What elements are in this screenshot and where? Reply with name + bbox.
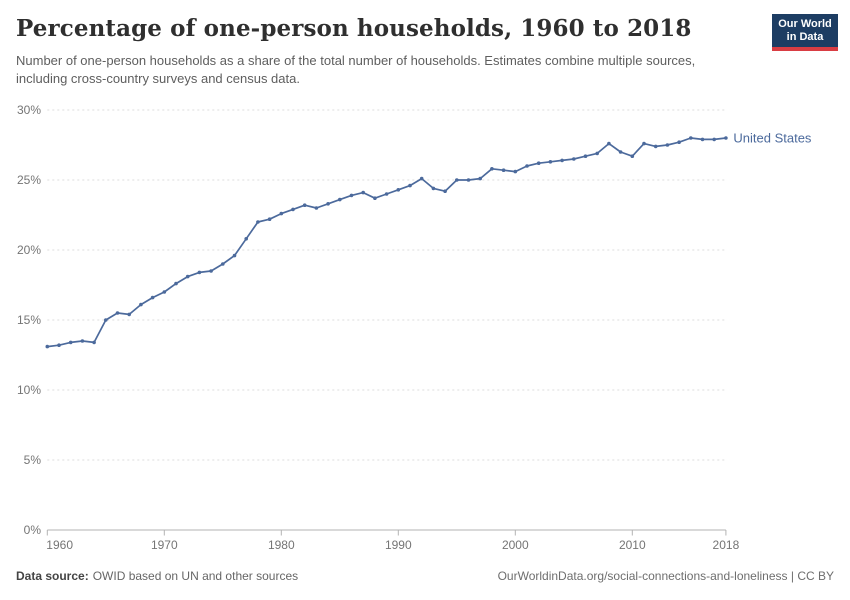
owid-logo-line1: Our World [778, 18, 832, 30]
data-point [139, 302, 143, 307]
data-point [630, 154, 635, 158]
data-point [665, 143, 670, 147]
owid-logo-box: Our World in Data [772, 14, 838, 47]
x-tick-label: 1970 [151, 538, 178, 552]
data-point [361, 190, 366, 195]
y-tick-label: 20% [17, 243, 41, 257]
data-source-note: Data source: OWID based on UN and other s… [16, 569, 298, 583]
data-point [115, 311, 120, 315]
data-point [642, 141, 646, 146]
data-point [384, 192, 389, 196]
data-source-text: OWID based on UN and other sources [92, 569, 299, 583]
footer-separator: | [787, 569, 798, 583]
data-point [583, 154, 588, 158]
data-point [443, 189, 447, 193]
data-source-label: Data source: [16, 569, 89, 583]
data-point [174, 281, 178, 286]
chart-subtitle: Number of one-person households as a sha… [16, 53, 696, 86]
series-line-united-states [46, 137, 727, 348]
y-tick-label: 25% [17, 173, 41, 187]
x-tick-label: 1960 [46, 538, 73, 552]
data-point [431, 186, 436, 191]
data-point [127, 312, 131, 317]
data-point [45, 344, 50, 349]
owid-url-link[interactable]: OurWorldinData.org/social-connections-an… [497, 569, 788, 583]
line-chart-canvas: 0% 5% 10% 15% 20% 25% 30% 1960 1970 1980 1990 2000 2… [17, 103, 812, 552]
data-point [279, 211, 284, 216]
data-point [712, 137, 716, 142]
data-point [68, 340, 73, 345]
data-point [490, 167, 494, 171]
data-point [162, 290, 167, 294]
x-tick-label: 2000 [502, 538, 529, 552]
data-point [291, 207, 295, 212]
data-point [689, 136, 693, 140]
data-point [595, 151, 599, 156]
x-tick-label: 2018 [713, 538, 740, 552]
data-point [326, 202, 330, 206]
data-point [653, 144, 658, 149]
series-label-united-states: United States [733, 131, 812, 146]
data-point [560, 158, 564, 163]
data-point [150, 295, 155, 300]
data-point [302, 203, 307, 207]
data-point [572, 157, 576, 161]
data-point [349, 193, 354, 198]
page-title: Percentage of one-person households, 196… [16, 15, 692, 42]
y-tick-label: 30% [17, 103, 41, 117]
x-tick-label: 1990 [385, 538, 412, 552]
data-point [314, 206, 319, 210]
data-point [396, 188, 401, 192]
data-point [104, 318, 108, 322]
logo-accent-bar [772, 47, 838, 51]
data-point [338, 197, 342, 202]
data-point [478, 176, 483, 181]
data-point [700, 137, 705, 142]
data-point [256, 220, 260, 224]
data-point [408, 183, 412, 188]
data-point [501, 168, 506, 172]
data-point [244, 237, 248, 241]
data-point [80, 339, 85, 343]
data-point [607, 141, 611, 146]
data-point [525, 164, 529, 168]
data-point [221, 262, 225, 266]
data-point [618, 150, 623, 154]
data-point [232, 253, 237, 258]
y-tick-label: 5% [24, 453, 42, 467]
y-tick-label: 15% [17, 313, 41, 327]
x-tick-label: 2010 [619, 538, 646, 552]
data-point [373, 196, 377, 200]
data-point [724, 136, 728, 140]
data-point [548, 160, 553, 164]
data-point [536, 161, 541, 165]
data-point [419, 176, 424, 181]
x-tick-label: 1980 [268, 538, 295, 552]
y-tick-label: 0% [24, 523, 42, 537]
data-point [267, 217, 272, 221]
data-point [677, 140, 681, 144]
owid-logo-line2: in Data [786, 31, 824, 43]
data-point [57, 343, 61, 348]
data-point [197, 270, 202, 275]
data-point [455, 178, 459, 182]
data-point [209, 269, 213, 273]
license-label: CC BY [797, 569, 834, 583]
data-point [185, 274, 190, 279]
footer-credit: OurWorldinData.org/social-connections-an… [498, 569, 834, 583]
data-point [92, 340, 96, 345]
data-point [513, 169, 518, 174]
data-point [466, 178, 471, 182]
y-tick-label: 10% [17, 383, 41, 397]
owid-logo[interactable]: Our World in Data [772, 14, 838, 51]
